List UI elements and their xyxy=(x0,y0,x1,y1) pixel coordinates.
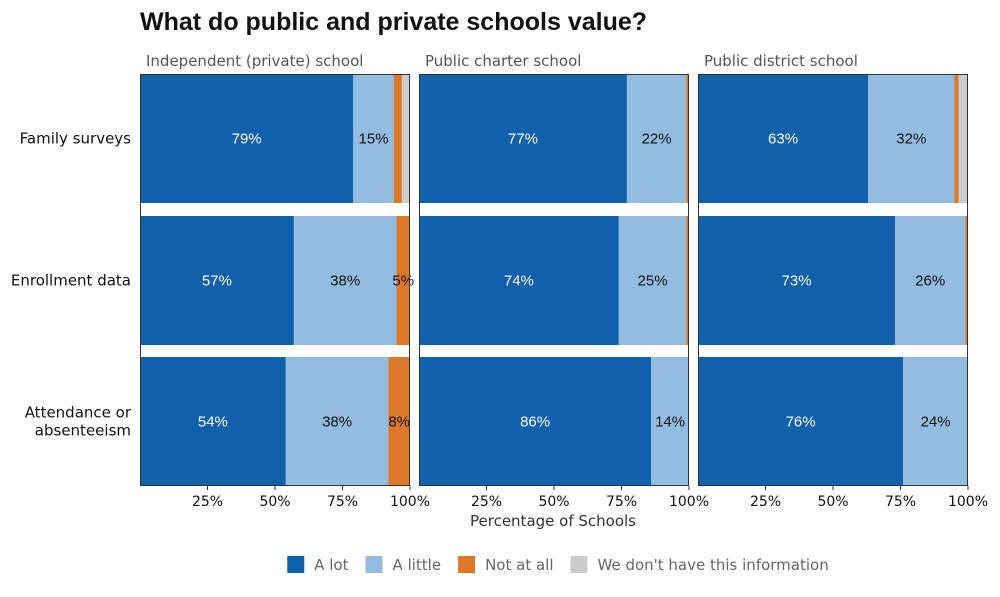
category-label-line: Attendance or xyxy=(25,404,132,422)
legend-label: Not at all xyxy=(485,556,553,574)
bar-attendance-or-absenteeism-a-lot xyxy=(140,357,286,486)
bar-enrollment-data-not-at-all xyxy=(686,216,689,345)
bar-family-surveys-we-don-t-have-this-information xyxy=(401,74,410,203)
x-tick-label: 100% xyxy=(669,494,709,510)
category-label-family-surveys: Family surveys xyxy=(20,130,132,148)
facet-title: Public charter school xyxy=(425,52,581,70)
bar-enrollment-data-a-lot xyxy=(419,216,619,345)
x-tick-label: 25% xyxy=(750,494,781,510)
bar-family-surveys-a-little xyxy=(353,74,394,203)
data-label: 15% xyxy=(359,131,389,148)
data-label: 22% xyxy=(642,131,672,148)
facets: Independent (private) school 79% 15% 57% 38%… xyxy=(140,52,988,510)
category-label-enrollment-data: Enrollment data xyxy=(11,272,131,290)
legend: A lot A little Not at all We don't have thi… xyxy=(287,556,829,574)
x-tick-label: 100% xyxy=(390,494,430,510)
category-label-line: absenteeism xyxy=(35,422,131,440)
x-tick-label: 75% xyxy=(327,494,358,510)
x-tick-label: 25% xyxy=(192,494,223,510)
legend-label: A lot xyxy=(314,556,348,574)
bar-attendance-or-absenteeism-a-little xyxy=(651,357,689,486)
facet-public-district-school: Public district school 63% 32% 73% 26% 76% 24%… xyxy=(698,52,988,510)
bar-enrollment-data-not-at-all xyxy=(965,216,968,345)
legend-item-we-don-t-have-this-information: We don't have this information xyxy=(570,556,829,574)
data-label: 8% xyxy=(388,414,410,431)
bar-enrollment-data-a-little xyxy=(293,216,397,345)
facet-title: Independent (private) school xyxy=(146,52,363,70)
x-tick-label: 75% xyxy=(885,494,916,510)
bar-attendance-or-absenteeism-a-little xyxy=(285,357,389,486)
bar-family-surveys-a-lot xyxy=(698,74,869,203)
bar-enrollment-data-not-at-all xyxy=(396,216,410,345)
category-label-line: Enrollment data xyxy=(11,272,131,290)
data-label: 38% xyxy=(322,414,352,431)
data-label: 32% xyxy=(896,131,926,148)
legend-label: A little xyxy=(393,556,442,574)
bar-attendance-or-absenteeism-not-at-all xyxy=(388,357,410,486)
bar-attendance-or-absenteeism-a-little xyxy=(903,357,968,486)
panel-border xyxy=(419,74,689,486)
category-labels: Family surveys Enrollment data Attendance … xyxy=(11,130,132,440)
bar-family-surveys-not-at-all xyxy=(686,74,689,203)
legend-swatch xyxy=(458,556,476,573)
category-label-attendance-or-absenteeism: Attendance or absenteeism xyxy=(25,404,132,440)
x-tick-label: 50% xyxy=(259,494,290,510)
legend-label: We don't have this information xyxy=(598,556,829,574)
bar-attendance-or-absenteeism-a-lot xyxy=(419,357,652,486)
bar-family-surveys-a-little xyxy=(626,74,687,203)
facet-public-charter-school: Public charter school 77% 22% 74% 25% 86% 14% 2… xyxy=(419,52,709,510)
bar-enrollment-data-a-lot xyxy=(140,216,294,345)
data-label: 79% xyxy=(232,131,262,148)
data-label: 77% xyxy=(508,131,538,148)
category-label-line: Family surveys xyxy=(20,130,132,148)
data-label: 54% xyxy=(198,414,228,431)
data-label: 38% xyxy=(330,273,360,290)
bar-family-surveys-not-at-all xyxy=(954,74,959,203)
data-label: 57% xyxy=(202,273,232,290)
x-axis-title: Percentage of Schools xyxy=(470,512,636,530)
x-tick-label: 50% xyxy=(538,494,569,510)
x-tick-label: 25% xyxy=(471,494,502,510)
data-label: 74% xyxy=(504,273,534,290)
data-label: 24% xyxy=(921,414,951,431)
legend-item-not-at-all: Not at all xyxy=(458,556,554,574)
bar-attendance-or-absenteeism-a-lot xyxy=(698,357,904,486)
panel-border xyxy=(698,74,968,486)
legend-item-a-lot: A lot xyxy=(287,556,349,574)
legend-item-a-little: A little xyxy=(365,556,442,574)
data-label: 63% xyxy=(768,131,798,148)
bar-family-surveys-we-don-t-have-this-information xyxy=(958,74,968,203)
x-tick-label: 100% xyxy=(948,494,988,510)
legend-swatch xyxy=(570,556,588,573)
panel-border xyxy=(140,74,410,486)
x-tick-label: 50% xyxy=(817,494,848,510)
legend-swatch xyxy=(365,556,383,573)
x-tick-label: 75% xyxy=(606,494,637,510)
data-label: 5% xyxy=(392,273,414,290)
facet-title: Public district school xyxy=(704,52,858,70)
facet-independent-private-school: Independent (private) school 79% 15% 57% 38%… xyxy=(140,52,430,510)
data-label: 26% xyxy=(915,273,945,290)
data-label: 76% xyxy=(786,414,816,431)
bar-family-surveys-not-at-all xyxy=(393,74,402,203)
bar-family-surveys-a-little xyxy=(868,74,955,203)
bar-enrollment-data-a-little xyxy=(618,216,687,345)
bar-enrollment-data-a-lot xyxy=(698,216,896,345)
legend-swatch xyxy=(287,556,305,573)
chart-title: What do public and private schools value… xyxy=(140,8,647,36)
bar-enrollment-data-a-little xyxy=(895,216,966,345)
data-label: 73% xyxy=(782,273,812,290)
data-label: 25% xyxy=(638,273,668,290)
data-label: 86% xyxy=(520,414,550,431)
bar-family-surveys-a-lot xyxy=(140,74,354,203)
data-label: 14% xyxy=(655,414,685,431)
bar-family-surveys-a-lot xyxy=(419,74,627,203)
